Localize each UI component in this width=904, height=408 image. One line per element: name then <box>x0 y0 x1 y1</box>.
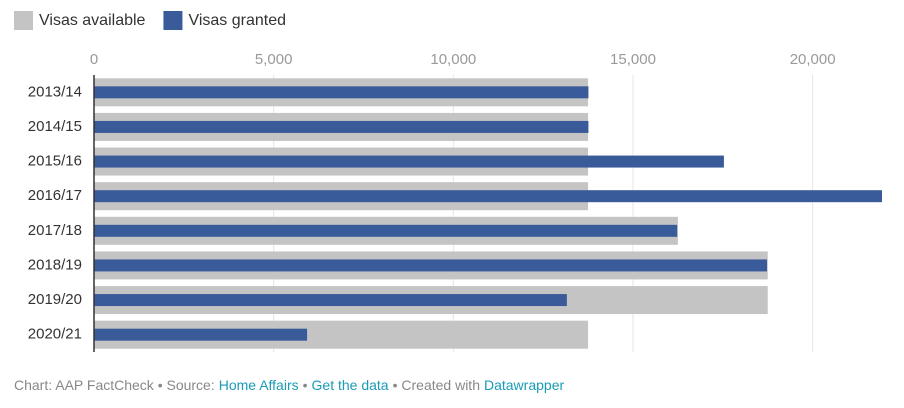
x-tick-label: 10,000 <box>430 51 476 68</box>
legend-swatch <box>163 11 183 30</box>
y-tick-label: 2017/18 <box>28 222 82 239</box>
bar <box>94 224 678 237</box>
y-tick-label: 2014/15 <box>28 118 82 135</box>
legend-label: Visas granted <box>188 12 286 29</box>
x-tick-label: 0 <box>90 51 98 68</box>
y-tick-label: 2016/17 <box>28 187 82 204</box>
bar <box>94 328 308 341</box>
y-tick-label: 2019/20 <box>28 291 82 308</box>
bar <box>94 259 768 272</box>
y-tick-label: 2018/19 <box>28 256 82 273</box>
footer-text: • <box>302 377 308 393</box>
bar <box>94 190 882 203</box>
legend-label: Visas available <box>39 12 146 29</box>
footer-link[interactable]: Datawrapper <box>483 377 565 393</box>
chart: Visas available Visas granted 0 5,000 10,000… <box>14 11 882 352</box>
y-tick-label: 2020/21 <box>28 326 82 343</box>
x-tick-label: 5,000 <box>255 51 293 68</box>
footer-link[interactable]: Home Affairs <box>218 377 299 393</box>
footer-link[interactable]: Get the data <box>311 377 389 393</box>
footer: Chart: AAP FactCheck • Source: Home Affai… <box>14 377 568 393</box>
x-tick-label: 15,000 <box>610 51 656 68</box>
bar <box>94 120 589 133</box>
legend-swatch <box>14 11 33 30</box>
bar <box>94 155 724 168</box>
bar <box>94 294 567 307</box>
bar <box>94 86 589 99</box>
x-tick-label: 20,000 <box>790 51 836 68</box>
footer-text: • Created with <box>392 377 480 393</box>
footer-text: Chart: AAP FactCheck • Source: <box>14 377 215 393</box>
y-tick-label: 2015/16 <box>28 153 82 170</box>
y-tick-label: 2013/14 <box>28 83 82 100</box>
